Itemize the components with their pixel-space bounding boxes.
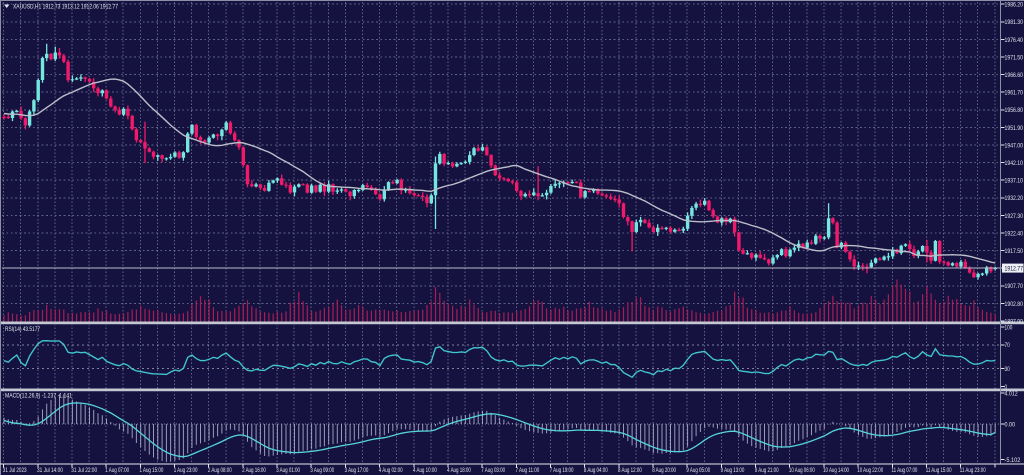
svg-text:31 Jul 14:00: 31 Jul 14:00 (37, 467, 63, 474)
svg-text:RSI(14) 43.5177: RSI(14) 43.5177 (5, 326, 40, 333)
svg-text:8 Aug 04:00: 8 Aug 04:00 (584, 467, 608, 474)
svg-text:1897.90: 1897.90 (1005, 318, 1024, 325)
svg-text:1907.70: 1907.70 (1005, 283, 1024, 290)
svg-text:9 Aug 21:00: 9 Aug 21:00 (755, 467, 779, 474)
svg-text:7 Aug 19:00: 7 Aug 19:00 (550, 467, 574, 474)
svg-text:11 Aug 07:00: 11 Aug 07:00 (892, 467, 918, 474)
svg-text:10 Aug 14:00: 10 Aug 14:00 (823, 467, 849, 474)
svg-text:1902.80: 1902.80 (1005, 301, 1024, 308)
svg-text:8 Aug 20:00: 8 Aug 20:00 (652, 467, 676, 474)
svg-text:31 Jul 2023: 31 Jul 2023 (3, 467, 27, 474)
svg-text:9 Aug 05:00: 9 Aug 05:00 (686, 467, 710, 474)
svg-text:11 Aug 23:00: 11 Aug 23:00 (960, 467, 986, 474)
svg-text:XAUUSD,H1 1912.73 1913.12 191: XAUUSD,H1 1912.73 1913.12 1912.06 1912.7… (13, 4, 118, 11)
svg-text:1927.30: 1927.30 (1005, 213, 1024, 220)
svg-text:10 Aug 06:00: 10 Aug 06:00 (789, 467, 815, 474)
svg-text:1971.50: 1971.50 (1005, 54, 1024, 61)
svg-text:3 Aug 17:00: 3 Aug 17:00 (345, 467, 369, 474)
svg-text:1986.20: 1986.20 (1005, 2, 1024, 9)
svg-text:7 Aug 11:00: 7 Aug 11:00 (516, 467, 540, 474)
svg-text:1932.20: 1932.20 (1005, 195, 1024, 202)
svg-text:9 Aug 13:00: 9 Aug 13:00 (721, 467, 745, 474)
svg-text:1917.50: 1917.50 (1005, 248, 1024, 255)
svg-text:1956.80: 1956.80 (1005, 107, 1024, 114)
svg-text:1947.00: 1947.00 (1005, 142, 1024, 149)
svg-text:11 Aug 15:00: 11 Aug 15:00 (926, 467, 952, 474)
svg-text:2 Aug 16:00: 2 Aug 16:00 (242, 467, 266, 474)
svg-text:31 Jul 22:00: 31 Jul 22:00 (71, 467, 97, 474)
svg-text:1 Aug 23:00: 1 Aug 23:00 (174, 467, 198, 474)
svg-text:70: 70 (1005, 342, 1011, 349)
svg-text:3 Aug 09:00: 3 Aug 09:00 (310, 467, 334, 474)
svg-text:100: 100 (1005, 324, 1013, 331)
svg-text:1922.40: 1922.40 (1005, 230, 1024, 237)
svg-text:1912.77: 1912.77 (1005, 266, 1024, 273)
svg-text:10 Aug 22:00: 10 Aug 22:00 (857, 467, 883, 474)
svg-text:1 Aug 07:00: 1 Aug 07:00 (105, 467, 129, 474)
svg-text:-5.102: -5.102 (1005, 457, 1021, 464)
svg-text:4 Aug 18:00: 4 Aug 18:00 (447, 467, 471, 474)
svg-text:1942.10: 1942.10 (1005, 160, 1024, 167)
svg-text:7 Aug 03:00: 7 Aug 03:00 (481, 467, 505, 474)
svg-text:1966.60: 1966.60 (1005, 72, 1024, 79)
svg-text:3 Aug 01:00: 3 Aug 01:00 (276, 467, 300, 474)
svg-text:0.00: 0.00 (1005, 421, 1016, 428)
svg-text:2 Aug 08:00: 2 Aug 08:00 (208, 467, 232, 474)
svg-text:1937.10: 1937.10 (1005, 178, 1024, 185)
svg-text:4 Aug 02:00: 4 Aug 02:00 (379, 467, 403, 474)
svg-text:4 Aug 10:00: 4 Aug 10:00 (413, 467, 437, 474)
svg-text:0: 0 (1005, 384, 1008, 391)
svg-text:1981.30: 1981.30 (1005, 19, 1024, 26)
svg-text:MACD(12,26,9) -1.237 -1.141: MACD(12,26,9) -1.237 -1.141 (5, 393, 72, 400)
svg-text:1976.40: 1976.40 (1005, 37, 1024, 44)
svg-text:1961.70: 1961.70 (1005, 90, 1024, 97)
svg-text:1 Aug 15:00: 1 Aug 15:00 (140, 467, 164, 474)
svg-text:30: 30 (1005, 366, 1011, 373)
svg-text:1951.90: 1951.90 (1005, 125, 1024, 132)
svg-text:8 Aug 12:00: 8 Aug 12:00 (618, 467, 642, 474)
svg-text:4.012: 4.012 (1005, 390, 1018, 397)
